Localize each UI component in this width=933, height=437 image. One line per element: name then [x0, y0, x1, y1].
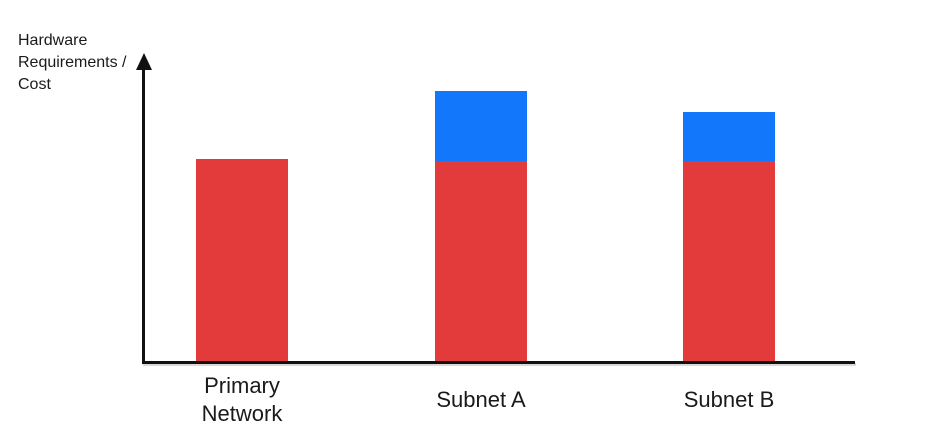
y-axis-label-line: Cost [18, 76, 51, 93]
bar-segment-red-base-cost [435, 161, 527, 361]
y-axis-label-line: Hardware [18, 32, 88, 49]
x-axis-label-subnet-b: Subnet B [683, 387, 775, 412]
bar-segment-blue-added-cost [435, 91, 527, 161]
bar-subnet-b [683, 112, 775, 361]
bar-segment-red-base-cost [683, 161, 775, 361]
x-axis-label-subnet-a: Subnet A [436, 387, 526, 412]
bar-primary-network [196, 159, 288, 361]
bar-subnet-a [435, 91, 527, 361]
x-axis-line [142, 361, 855, 364]
bar-segment-red-base-cost [196, 159, 288, 361]
y-axis-arrow-icon [136, 53, 152, 70]
x-axis-label-primary-network: Primary Network [201, 373, 283, 426]
y-axis-line [142, 64, 145, 364]
bar-segment-blue-added-cost [683, 112, 775, 161]
y-axis-label-line: Requirements / [18, 54, 127, 71]
y-axis-label: Hardware Requirements / Cost [18, 30, 148, 96]
